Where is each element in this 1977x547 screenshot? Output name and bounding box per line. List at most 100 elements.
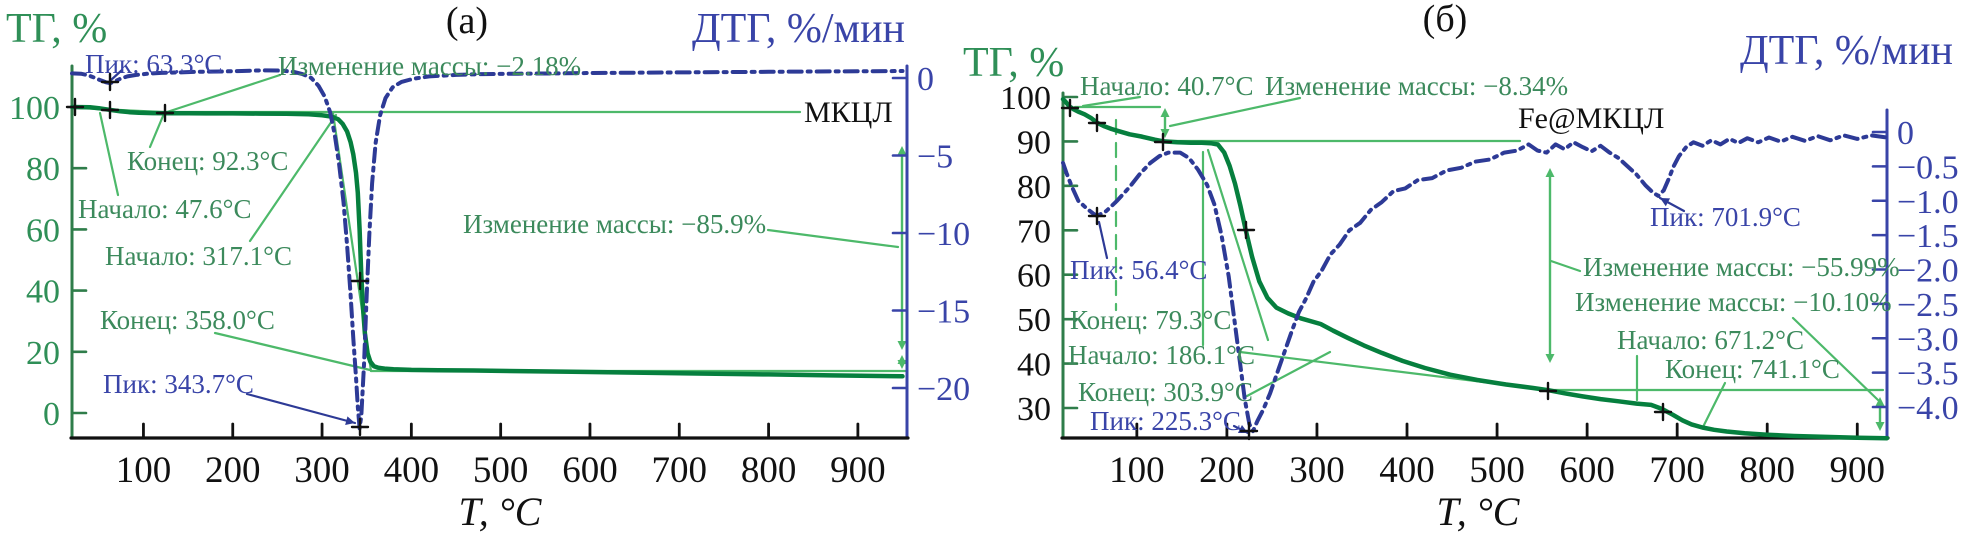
tg-tick-label-a-2: 40: [26, 274, 60, 311]
callout-line-b-7: [1097, 220, 1109, 260]
annotation-label-b-8: Изменение массы: −55.99%: [1583, 252, 1900, 282]
annotation-label-a-1: Изменение массы: −2.18%: [278, 51, 581, 81]
tg-tick-label-a-4: 80: [26, 151, 60, 188]
annotation-label-b-7: Пик: 701.9°С: [1650, 202, 1801, 232]
dtg-tick-label-b-4: −2.0: [1897, 253, 1959, 290]
dtg-tick-label-b-5: −2.5: [1897, 287, 1959, 324]
x-tick-label-b-8: 900: [1830, 450, 1886, 491]
x-tick-label-b-6: 700: [1649, 450, 1705, 491]
x-tick-label-a-5: 600: [562, 450, 618, 491]
callout-line-b-2: [1245, 350, 1332, 398]
annotation-label-a-6: Конец: 358.0°С: [100, 305, 275, 335]
tg-axis-title-b: ТГ, %: [963, 40, 1065, 86]
mass-change-arrowhead-up-b-1: [1545, 168, 1555, 177]
mass-change-arrowhead-up-b-2: [1875, 397, 1885, 406]
tg-tick-label-b-1: 40: [1017, 347, 1051, 384]
annotation-label-b-1: Изменение массы: −8.34%: [1265, 71, 1568, 101]
callout-arrowhead-b-8: [1660, 198, 1671, 207]
x-tick-label-a-4: 500: [473, 450, 529, 491]
construction-line-b-4: [1206, 148, 1270, 342]
tg-tick-label-b-5: 80: [1017, 169, 1051, 206]
mass-change-arrowhead-down-a-1: [897, 360, 907, 369]
callout-line-a-5: [766, 228, 900, 249]
annotation-label-b-11: Конец: 741.1°С: [1665, 354, 1840, 384]
dtg-tick-label-b-1: −0.5: [1897, 149, 1959, 186]
tg-tick-label-b-6: 90: [1017, 124, 1051, 161]
x-tick-label-a-0: 100: [116, 450, 172, 491]
dtg-tick-label-a-4: −20: [917, 371, 970, 408]
x-tick-label-b-7: 800: [1739, 450, 1795, 491]
dtg-tick-label-b-7: −3.5: [1897, 356, 1959, 393]
x-tick-label-b-2: 300: [1289, 450, 1345, 491]
callout-line-b-6: [1701, 381, 1727, 429]
callout-line-a-4: [213, 331, 372, 372]
tg-tick-label-a-1: 20: [26, 335, 60, 372]
dtg-tick-label-b-6: −3.0: [1897, 321, 1959, 358]
callout-line-b-1: [1168, 96, 1302, 128]
x-tick-label-b-0: 100: [1109, 450, 1165, 491]
annotation-label-b-0: Начало: 40.7°С: [1080, 71, 1253, 101]
annotation-label-b-2: Пик: 56.4°С: [1070, 255, 1207, 285]
dtg-tick-label-a-3: −15: [917, 294, 970, 331]
x-tick-label-b-5: 600: [1559, 450, 1615, 491]
tg-tick-label-b-3: 60: [1017, 258, 1051, 295]
x-tick-label-a-8: 900: [830, 450, 886, 491]
dtg-tick-label-a-2: −10: [917, 216, 970, 253]
dtg-tick-label-b-0: 0: [1897, 115, 1914, 152]
mass-change-arrowhead-down-b-2: [1875, 422, 1885, 431]
tg-tick-label-a-0: 0: [43, 396, 60, 433]
mass-change-arrowhead-up-b-0: [1160, 108, 1170, 117]
tg-curve-b: [1060, 96, 1890, 441]
callout-line-b-3: [1549, 259, 1582, 273]
dtg-tick-label-b-8: −4.0: [1897, 390, 1959, 427]
tg-tick-label-a-5: 100: [9, 90, 60, 127]
annotation-label-a-4: Начало: 317.1°С: [105, 241, 292, 271]
annotation-label-a-5: Изменение массы: −85.9%: [463, 209, 766, 239]
annotation-label-a-3: Начало: 47.6°С: [78, 194, 251, 224]
callout-line-a-0: [165, 73, 282, 114]
tg-tick-label-b-4: 70: [1017, 213, 1051, 250]
callout-line-a-3: [248, 113, 338, 243]
x-tick-label-b-4: 500: [1469, 450, 1525, 491]
sample-label-mkcl: МКЦЛ: [804, 96, 893, 129]
annotation-label-b-10: Начало: 671.2°С: [1617, 325, 1804, 355]
tg-tick-label-b-0: 30: [1017, 391, 1051, 428]
callout-line-a-1: [148, 114, 165, 149]
mass-change-arrowhead-down-a-0: [897, 341, 907, 350]
x-tick-label-a-7: 800: [741, 450, 797, 491]
tg-axis-title-a: ТГ, %: [6, 6, 108, 52]
tg-tick-label-a-3: 60: [26, 212, 60, 249]
x-tick-label-b-3: 400: [1379, 450, 1435, 491]
callout-line-b-4: [1791, 316, 1880, 402]
x-axis-title-a: Т, °С: [458, 489, 542, 534]
tg-tick-label-b-7: 100: [1000, 80, 1051, 117]
callout-line-a-7: [245, 392, 357, 425]
mass-change-arrowhead-down-b-0: [1160, 129, 1170, 138]
mass-change-arrowhead-down-b-1: [1545, 354, 1555, 363]
dtg-tick-label-b-2: −1.0: [1897, 184, 1959, 221]
annotation-label-a-0: Пик: 63.3°С: [85, 49, 222, 79]
x-axis-title-b: Т, °С: [1436, 489, 1520, 534]
annotation-label-a-7: Пик: 343.7°С: [103, 369, 254, 399]
annotation-label-b-3: Конец: 79.3°С: [1070, 305, 1231, 335]
x-tick-label-a-6: 700: [652, 450, 708, 491]
annotation-label-b-5: Конец: 303.9°С: [1078, 377, 1253, 407]
panel-label-b: (б): [1422, 0, 1468, 40]
annotation-label-b-4: Начало: 186.1°С: [1068, 340, 1255, 370]
dtg-tick-label-b-3: −1.5: [1897, 218, 1959, 255]
callout-line-b-0: [1081, 95, 1142, 108]
callout-arrowhead-a-7: [345, 416, 355, 426]
dtg-axis-title-a: ДТГ, %/мин: [692, 6, 906, 52]
x-tick-label-a-1: 200: [205, 450, 261, 491]
mass-change-arrowhead-up-a-0: [897, 146, 907, 155]
callout-line-a-6: [109, 68, 124, 82]
dtg-curve-a: [70, 68, 905, 431]
x-tick-label-a-2: 300: [294, 450, 350, 491]
x-tick-label-b-1: 200: [1199, 450, 1255, 491]
annotation-label-a-2: Конец: 92.3°С: [127, 146, 288, 176]
panel-label-a: (а): [445, 0, 489, 42]
dtg-axis-title-b: ДТГ, %/мин: [1740, 28, 1954, 74]
annotation-label-b-9: Изменение массы: −10.10%: [1575, 287, 1892, 317]
dtg-tick-label-a-0: 0: [917, 61, 934, 98]
